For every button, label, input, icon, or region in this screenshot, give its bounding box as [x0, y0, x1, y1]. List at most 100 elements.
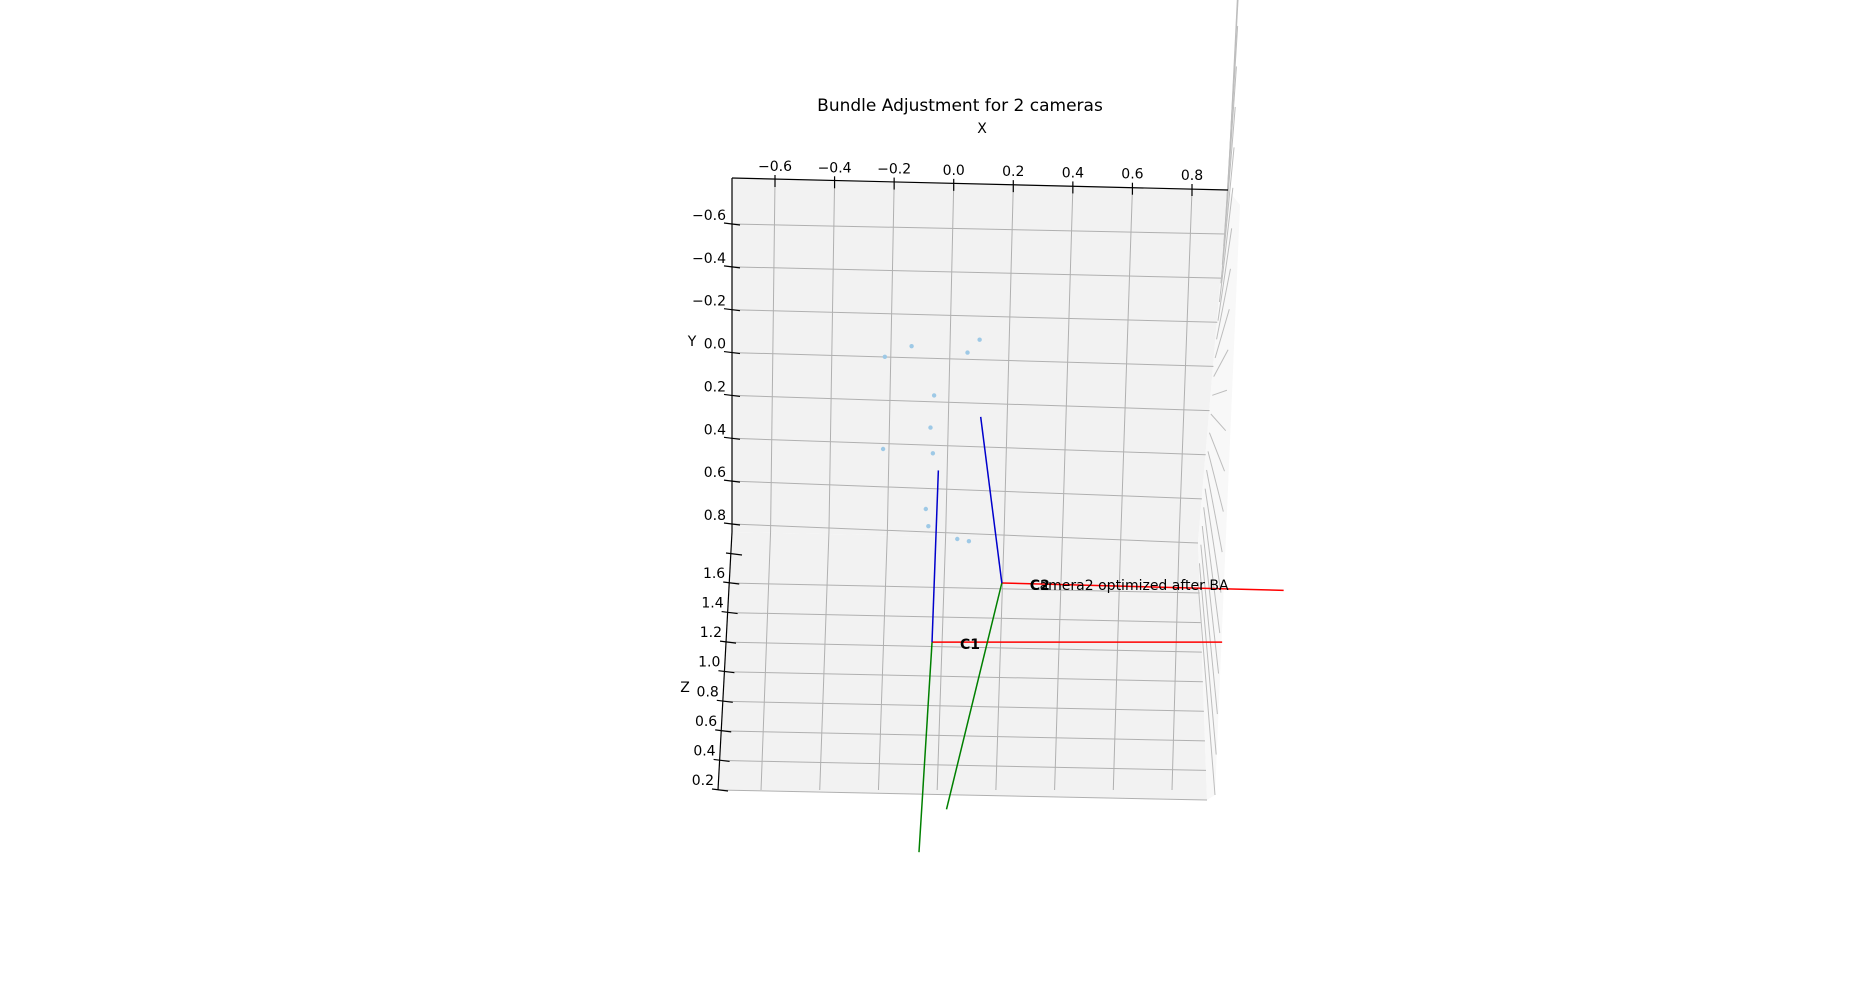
z-tick-label: 1.0 — [698, 655, 720, 671]
x-grid-line — [995, 186, 1014, 791]
z-tick-label: 1.6 — [703, 566, 725, 582]
camera-label-c2: C2 — [1030, 578, 1050, 594]
x-tick-label: −0.6 — [758, 159, 792, 175]
y-grid-line — [731, 523, 1199, 544]
x-grid-line — [1171, 189, 1193, 791]
y-tick-label: 0.0 — [704, 337, 726, 353]
z-tick-label: 1.4 — [701, 596, 723, 612]
scatter-point — [880, 446, 886, 452]
x-tick-label: 0.0 — [943, 163, 965, 179]
side-pane-line — [1216, 268, 1231, 340]
scatter-point — [965, 350, 970, 355]
z-tick-mark — [711, 788, 729, 792]
y-grid-line — [731, 480, 1202, 500]
z-grid-line — [722, 700, 1204, 712]
z-grid-line — [717, 789, 1208, 801]
side-pane-line — [1217, 228, 1233, 321]
tick-labels: −0.6 −0.4 −0.2 0.0 0.2 0.4 0.6 0.8 −0.6 −0.4 −0.2 0… — [692, 159, 1203, 789]
y-tick-mark — [723, 350, 741, 355]
y-grid-line — [731, 352, 1214, 367]
z-tick-label: 1.2 — [700, 625, 722, 641]
x-grid-line — [1112, 188, 1133, 791]
side-pane-line — [1198, 563, 1217, 755]
side-pane-line — [1197, 581, 1216, 796]
z-grid-line — [724, 671, 1203, 683]
y-grid-line — [731, 437, 1206, 456]
x-tick-label: 0.4 — [1062, 165, 1084, 181]
z-grid-line — [729, 582, 1200, 594]
side-pane-line — [1220, 147, 1235, 284]
y-tick-label: 0.4 — [704, 422, 726, 438]
z-grid-line — [719, 759, 1206, 771]
side-pane-line — [1212, 389, 1228, 396]
y-tick-label: −0.4 — [692, 251, 726, 267]
y-tick-mark — [723, 522, 741, 526]
y-tick-mark — [723, 393, 741, 398]
scatter-point — [966, 538, 972, 544]
x-tick-label: −0.2 — [877, 162, 911, 178]
x-grid-line — [936, 184, 955, 791]
z-grid-line — [726, 641, 1202, 653]
side-pane-line — [1203, 507, 1221, 634]
camera-label-c1: C1 — [960, 637, 980, 653]
chart-title: Bundle Adjustment for 2 cameras — [817, 96, 1103, 116]
camera-c1-z-axis — [931, 470, 940, 643]
camera-c2-y-axis — [945, 582, 1003, 810]
side-pane-line — [1201, 525, 1220, 674]
side-pane-line — [1213, 349, 1229, 377]
scatter-point — [928, 425, 933, 430]
side-pane-line — [1207, 451, 1224, 512]
z-tick-mark — [716, 699, 733, 703]
z-tick-mark — [723, 581, 740, 585]
y-tick-label: 0.2 — [704, 379, 726, 395]
z-tick-label: 0.2 — [692, 773, 714, 789]
y-tick-mark — [723, 222, 741, 226]
lower-pane — [718, 532, 1207, 800]
x-tick-label: 0.6 — [1121, 167, 1143, 183]
y-axis-label: Y — [687, 334, 697, 350]
x-tick-label: 0.8 — [1181, 168, 1203, 184]
z-tick-mark — [721, 610, 738, 615]
scatter-point — [923, 506, 929, 512]
scatter-point — [931, 393, 937, 398]
camera-c2-x-axis — [1001, 582, 1284, 592]
z-tick-mark — [713, 758, 730, 763]
side-pane-line — [1204, 488, 1222, 593]
z-tick-label: 0.6 — [695, 714, 717, 730]
x-axis-label: X — [977, 121, 987, 137]
z-tick-mark — [715, 729, 732, 733]
z-tick-mark — [719, 640, 737, 644]
x-tick-label: −0.4 — [818, 160, 852, 176]
z-grid-line — [727, 612, 1201, 624]
z-axis-label: Z — [680, 680, 690, 696]
y-grid-line — [731, 223, 1226, 235]
y-tick-mark — [723, 308, 741, 312]
y-grid-line — [731, 394, 1210, 412]
x-axis-spine — [731, 177, 1229, 191]
scatter-point — [909, 343, 914, 349]
side-pane-line — [1208, 432, 1225, 472]
y-grid-line — [731, 266, 1222, 279]
scatter-point — [926, 523, 931, 529]
camera-c2-z-axis — [979, 416, 1003, 584]
scatter-points — [880, 337, 982, 544]
y-tick-label: 0.6 — [704, 465, 726, 481]
side-pane-line — [1200, 544, 1218, 715]
side-pane-line — [1221, 106, 1236, 265]
y-tick-mark — [723, 436, 741, 440]
y-grid-line — [731, 309, 1218, 323]
z-grid-line — [721, 730, 1205, 742]
z-axis-spine — [717, 531, 733, 791]
grid-lines — [717, 180, 1226, 801]
x-grid-line — [819, 182, 836, 791]
x-grid-line — [877, 183, 895, 791]
side-pane-lines — [1197, 0, 1239, 796]
x-grid-line — [760, 180, 776, 791]
z-tick-label: 0.4 — [693, 743, 715, 759]
z-tick-label: 0.8 — [697, 684, 719, 700]
z-tick-mark — [718, 670, 735, 674]
scatter-point — [882, 354, 888, 360]
side-pane-line — [1214, 309, 1230, 359]
